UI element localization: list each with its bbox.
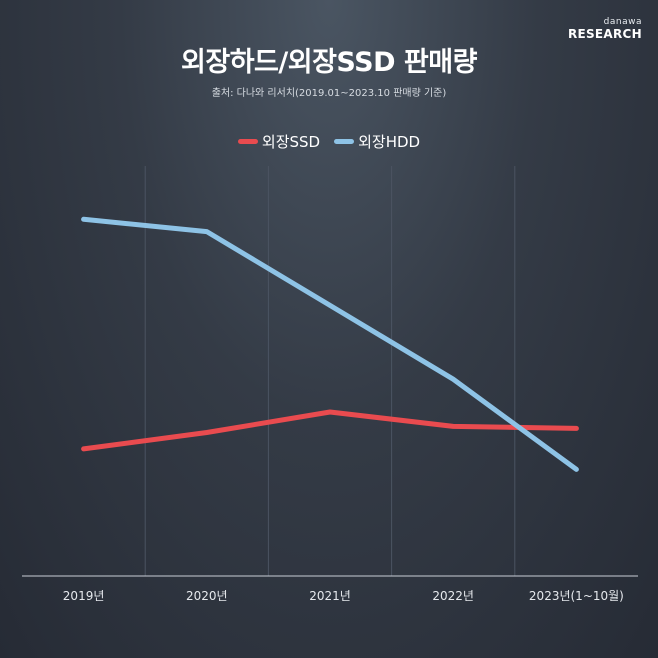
legend-label-hdd: 외장HDD — [358, 133, 421, 151]
legend-item-ssd: 외장SSD — [237, 131, 321, 152]
x-tick-label: 2019년 — [63, 589, 105, 603]
legend-swatch-ssd — [237, 139, 258, 144]
legend-swatch-hdd — [334, 139, 355, 144]
x-tick-label: 2020년 — [186, 589, 228, 603]
brand-logo-top: danawa — [603, 17, 642, 27]
legend-item-hdd: 외장HDD — [334, 131, 420, 152]
x-tick-label: 2021년 — [309, 589, 351, 603]
legend-label-ssd: 외장SSD — [261, 133, 321, 151]
x-tick-label: 2023년(1~10월) — [529, 589, 624, 603]
brand-logo: danawa RESEARCH — [567, 17, 642, 41]
brand-logo-main: RESEARCH — [567, 27, 642, 41]
series-line-hdd — [81, 216, 579, 472]
chart-title: 외장하드/외장SSD 판매량 — [181, 47, 477, 78]
chart-legend: 외장SSD 외장HDD — [0, 131, 658, 152]
series-line-ssd — [81, 409, 579, 452]
x-tick-label: 2022년 — [432, 589, 474, 603]
chart-source: 출처: 다나와 리서치(2019.01~2023.10 판매량 기준) — [211, 88, 447, 99]
